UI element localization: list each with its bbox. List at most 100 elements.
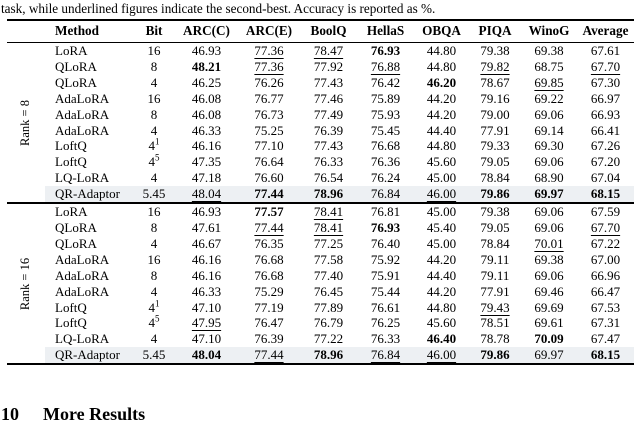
bit-value: 16 bbox=[147, 251, 161, 267]
score-cell: 70.09 bbox=[534, 331, 564, 347]
score-cell: 78.78 bbox=[480, 331, 510, 347]
column-header-average: Average bbox=[582, 23, 629, 38]
score-cell: 46.00 bbox=[426, 347, 457, 363]
score-cell: 76.88 bbox=[370, 58, 401, 74]
table-row: AdaLoRA 8 46.16 76.68 77.40 75.91 44.40 79.11 69… bbox=[7, 268, 634, 284]
score-cell: 69.38 bbox=[534, 251, 564, 267]
score-cell: 75.92 bbox=[370, 251, 401, 267]
score-cell: 66.97 bbox=[590, 90, 621, 106]
rank-group-2: Rank = 16 LoRA 16 46.93 77.57 78.41 76.81 45.00… bbox=[7, 203, 634, 365]
score-cell: 76.93 bbox=[370, 219, 401, 235]
bit-cell: 4 bbox=[133, 236, 175, 252]
bit-cell: 4 bbox=[133, 75, 175, 91]
table-caption: task, while underlined figures indicate … bbox=[1, 1, 436, 16]
score-cell: 78.41 bbox=[313, 219, 344, 235]
score-cell: 46.16 bbox=[191, 267, 222, 283]
score-cell: 46.08 bbox=[191, 90, 222, 106]
bit-value: 8 bbox=[150, 267, 158, 283]
results-table: Method Bit ARC(C) ARC(E) BoolQ HellaS OBQA PIQA… bbox=[7, 19, 634, 366]
score-cell: 79.05 bbox=[480, 154, 510, 170]
method-cell: AdaLoRA bbox=[55, 251, 110, 267]
table-row: LQ-LoRA 4 47.10 76.39 77.22 76.33 46.40 78.78 70… bbox=[7, 331, 634, 347]
score-cell: 44.40 bbox=[426, 122, 457, 138]
table-wrapper: Method Bit ARC(C) ARC(E) BoolQ HellaS OBQA PIQA… bbox=[7, 19, 634, 366]
table-row: QLoRA 8 47.61 77.44 78.41 76.93 45.40 79.05 69.0… bbox=[7, 220, 634, 236]
score-cell: 76.35 bbox=[254, 235, 284, 251]
score-cell: 47.61 bbox=[191, 219, 222, 235]
score-cell: 75.93 bbox=[370, 106, 401, 122]
score-cell: 76.93 bbox=[370, 43, 401, 58]
score-cell: 75.25 bbox=[254, 122, 284, 138]
score-cell: 66.93 bbox=[590, 106, 621, 122]
score-cell: 78.84 bbox=[480, 170, 510, 186]
score-cell: 77.46 bbox=[313, 90, 344, 106]
score-cell: 44.40 bbox=[426, 267, 457, 283]
score-cell: 46.67 bbox=[191, 235, 222, 251]
score-cell: 69.22 bbox=[534, 90, 564, 106]
score-cell: 48.04 bbox=[191, 186, 222, 202]
bit-cell: 16 bbox=[133, 203, 175, 220]
score-cell: 76.42 bbox=[370, 74, 401, 90]
score-cell: 68.15 bbox=[590, 186, 621, 202]
score-cell: 78.41 bbox=[313, 204, 344, 220]
score-cell: 79.33 bbox=[480, 138, 510, 154]
score-cell: 45.40 bbox=[426, 219, 457, 235]
score-cell: 77.43 bbox=[313, 138, 344, 154]
bit-cell: 41 bbox=[133, 138, 175, 154]
method-cell: QLoRA bbox=[55, 235, 97, 251]
bit-value: 8 bbox=[150, 106, 158, 122]
score-cell: 47.18 bbox=[191, 170, 222, 186]
section-title: More Results bbox=[43, 404, 146, 424]
score-cell: 79.86 bbox=[480, 186, 510, 202]
score-cell: 75.91 bbox=[370, 267, 401, 283]
score-cell: 75.45 bbox=[370, 122, 401, 138]
score-cell: 67.47 bbox=[590, 331, 621, 347]
score-cell: 67.59 bbox=[590, 204, 621, 220]
bit-cell: 4 bbox=[133, 284, 175, 300]
column-header-piqa: PIQA bbox=[478, 23, 512, 38]
method-cell: QR-Adaptor bbox=[55, 186, 120, 202]
score-cell: 77.36 bbox=[254, 43, 284, 58]
score-cell: 75.29 bbox=[254, 283, 284, 299]
score-cell: 44.20 bbox=[426, 106, 457, 122]
score-cell: 45.60 bbox=[426, 154, 457, 170]
score-cell: 68.90 bbox=[534, 170, 564, 186]
score-cell: 78.67 bbox=[480, 74, 510, 90]
score-cell: 77.92 bbox=[313, 58, 344, 74]
bit-cell: 5.45 bbox=[133, 186, 175, 203]
score-cell: 48.04 bbox=[191, 347, 222, 363]
bit-value: 4 bbox=[150, 331, 158, 347]
score-cell: 44.20 bbox=[426, 283, 457, 299]
score-cell: 69.97 bbox=[534, 347, 564, 363]
rank-label: Rank = 8 bbox=[18, 99, 33, 146]
column-header-winog: WinoG bbox=[528, 23, 570, 38]
method-cell: AdaLoRA bbox=[55, 90, 110, 106]
table-row: LoftQ 45 47.35 76.64 76.33 76.36 45.60 79.05 69.… bbox=[7, 154, 634, 170]
table-row: Rank = 16 LoRA 16 46.93 77.57 78.41 76.81 45.00… bbox=[7, 203, 634, 310]
table-row: QLoRA 4 46.25 76.26 77.43 76.42 46.20 78.67 69.8… bbox=[7, 75, 634, 91]
score-cell: 45.00 bbox=[426, 170, 457, 186]
score-cell: 76.79 bbox=[313, 315, 344, 331]
score-cell: 77.25 bbox=[313, 235, 344, 251]
column-header-boolq: BoolQ bbox=[310, 23, 347, 38]
highlighted-row: QR-Adaptor 5.45 48.04 77.44 78.96 76.84 46.00 7… bbox=[7, 186, 634, 204]
corner-cell bbox=[7, 20, 45, 43]
method-cell: LoftQ bbox=[55, 138, 87, 154]
method-cell: QLoRA bbox=[55, 219, 97, 235]
score-cell: 69.06 bbox=[534, 154, 564, 170]
score-cell: 67.70 bbox=[590, 219, 621, 235]
score-cell: 76.73 bbox=[254, 106, 284, 122]
score-cell: 47.10 bbox=[191, 331, 222, 347]
score-cell: 76.68 bbox=[254, 267, 284, 283]
bit-value: 4 bbox=[148, 138, 156, 154]
score-cell: 45.00 bbox=[426, 235, 457, 251]
bit-cell: 16 bbox=[133, 252, 175, 268]
score-cell: 76.25 bbox=[370, 315, 401, 331]
table-header: Method Bit ARC(C) ARC(E) BoolQ HellaS OBQA PIQA… bbox=[7, 20, 634, 43]
method-cell: QLoRA bbox=[55, 74, 97, 90]
method-cell: AdaLoRA bbox=[55, 106, 110, 122]
score-cell: 67.26 bbox=[590, 138, 621, 154]
section-heading: 10 More Results bbox=[1, 403, 145, 425]
header-row: Method Bit ARC(C) ARC(E) BoolQ HellaS OBQA PIQA… bbox=[7, 20, 634, 43]
score-cell: 45.00 bbox=[426, 204, 457, 220]
